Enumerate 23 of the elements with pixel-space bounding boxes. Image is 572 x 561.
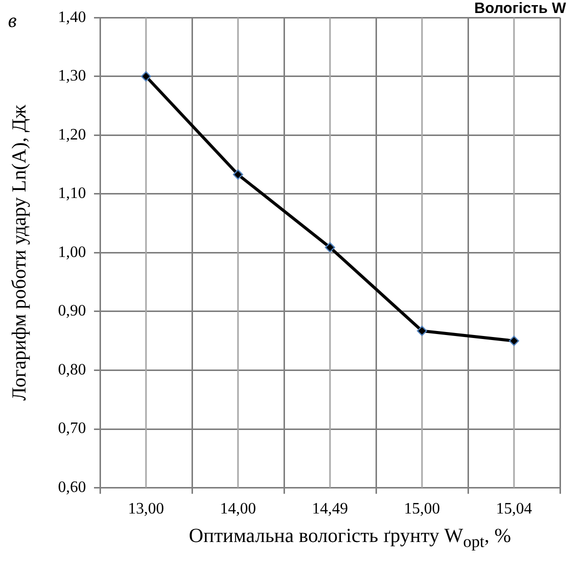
point <box>140 71 152 82</box>
y-tick-label: 0,60 <box>58 479 86 496</box>
y-tick-label: 0,90 <box>58 302 86 320</box>
y-tick-label: 1,10 <box>58 185 86 202</box>
y-tick-label: 1,30 <box>58 68 86 85</box>
point <box>416 326 428 336</box>
point <box>508 336 520 346</box>
x-tick-label: 15,00 <box>404 500 440 518</box>
y-axis-title: Логарифм роботи удару Ln(A), Дж <box>8 104 30 401</box>
point <box>232 169 244 180</box>
point <box>324 242 336 253</box>
x-tick-label: 15,04 <box>496 500 532 518</box>
x-tick-label: 14,00 <box>220 500 256 518</box>
y-tick-label: 1,40 <box>58 8 86 26</box>
x-tick-label: 14,49 <box>312 500 348 518</box>
y-tick-label: 0,80 <box>58 361 86 378</box>
x-tick-label: 13,00 <box>128 500 164 518</box>
y-tick-label: 0,70 <box>58 420 86 438</box>
text: Вологість W <box>474 0 566 17</box>
x-axis-title: Оптимальна вологість ґрунту W$_{opt}$, % <box>188 525 512 552</box>
text: в <box>8 10 17 33</box>
y-tick-label: 1,00 <box>58 244 86 261</box>
y-tick-label: 1,20 <box>58 126 86 144</box>
